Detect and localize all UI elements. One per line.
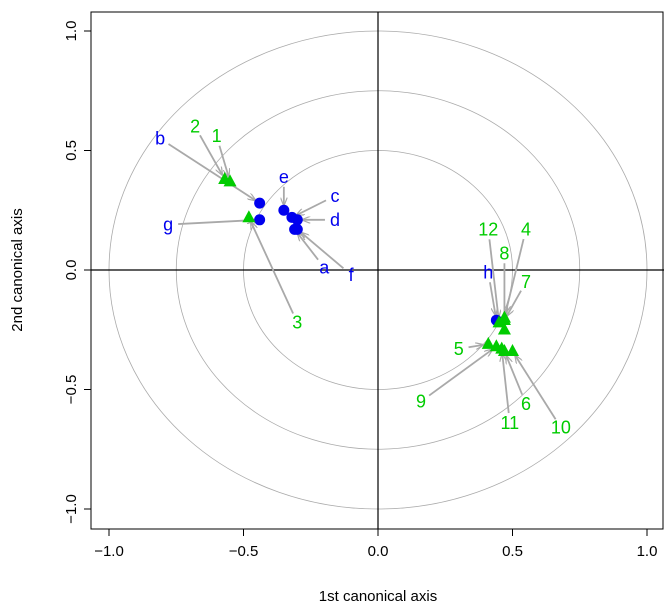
y-tick-label: 1.0 (63, 21, 80, 42)
point-label-g: g (163, 215, 173, 235)
point-label-e: e (279, 167, 289, 187)
arrow-9 (428, 349, 492, 397)
point-label-9: 9 (416, 391, 426, 411)
point-d (291, 214, 303, 226)
point-label-d: d (330, 210, 340, 230)
y-tick-label: 0.5 (63, 140, 80, 161)
point-label-12: 12 (478, 219, 498, 239)
arrow-10 (515, 355, 557, 420)
y-tick-label: 0.0 (63, 260, 80, 281)
point-2 (218, 171, 232, 184)
y-axis-ticks: −1.0 −0.5 0.0 0.5 1.0 (63, 21, 92, 524)
arrow-2 (199, 134, 222, 175)
point-3 (242, 210, 256, 223)
arrow-3 (251, 222, 294, 314)
point-label-2: 2 (190, 117, 200, 137)
point-label-a: a (319, 258, 330, 278)
point-e (278, 204, 290, 216)
point-label-f: f (349, 265, 355, 285)
arrow-11 (502, 354, 510, 414)
arrow-4 (506, 238, 525, 313)
x-tick-label: −1.0 (94, 543, 124, 560)
x-axis-ticks: −1.0 −0.5 0.0 0.5 1.0 (94, 528, 658, 560)
point-label-8: 8 (499, 243, 509, 263)
point-b (254, 197, 266, 209)
arrow-7 (507, 290, 522, 316)
point-f (291, 223, 303, 235)
y-tick-label: −1.0 (63, 494, 80, 524)
origin-axes-lines (91, 12, 664, 529)
point-label-7: 7 (521, 272, 531, 292)
y-tick-label: −0.5 (63, 375, 80, 405)
arrow-g (178, 220, 254, 225)
x-tick-label: −0.5 (229, 543, 259, 560)
x-axis-label: 1st canonical axis (319, 588, 437, 605)
point-label-b: b (155, 129, 165, 149)
arrow-c (296, 199, 327, 215)
point-12 (492, 315, 506, 328)
point-8 (497, 322, 511, 335)
point-label-1: 1 (212, 126, 222, 146)
x-tick-label: 1.0 (637, 543, 658, 560)
arrow-5 (468, 345, 484, 347)
point-label-h: h (483, 262, 493, 282)
point-label-6: 6 (521, 394, 531, 414)
arrow-12 (488, 239, 498, 317)
y-axis-label: 2nd canonical axis (9, 208, 26, 331)
point-5 (481, 336, 495, 349)
point-10 (506, 344, 519, 357)
x-tick-label: 0.5 (502, 543, 523, 560)
arrow-1 (218, 145, 228, 177)
arrow-f (301, 233, 345, 270)
point-label-5: 5 (454, 339, 464, 359)
point-label-3: 3 (292, 313, 302, 333)
point-label-4: 4 (521, 219, 531, 239)
x-tick-label: 0.0 (368, 543, 389, 560)
data-points (218, 171, 519, 357)
arrow-6 (506, 356, 523, 395)
point-g (254, 214, 266, 226)
point-label-c: c (330, 186, 339, 206)
arrow-b (168, 143, 256, 200)
point-11 (495, 341, 509, 354)
point-label-10: 10 (551, 418, 571, 438)
point-label-11: 11 (500, 413, 519, 433)
